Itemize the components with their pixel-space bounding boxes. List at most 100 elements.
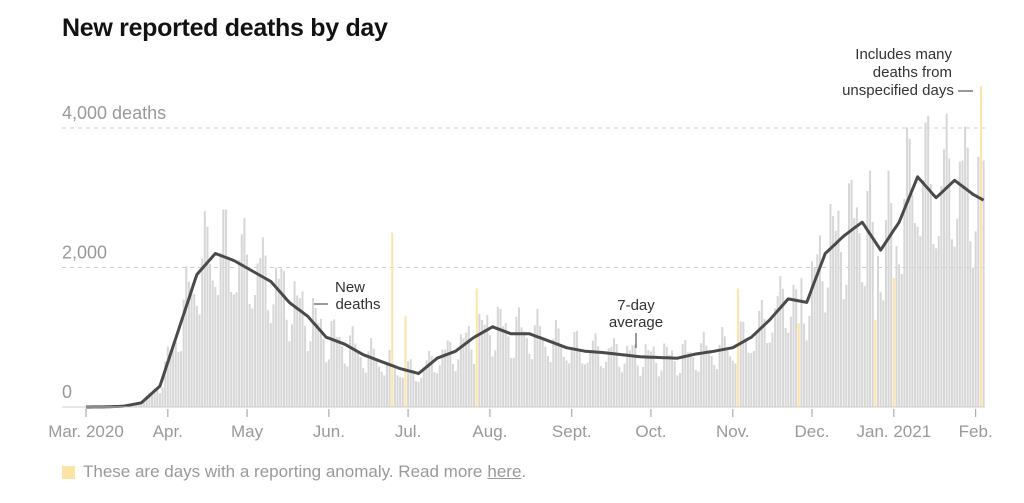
daily-bar bbox=[718, 344, 721, 407]
daily-bar bbox=[673, 361, 676, 407]
read-more-link[interactable]: here bbox=[487, 462, 522, 481]
daily-bar bbox=[393, 367, 396, 407]
daily-bar bbox=[974, 231, 977, 407]
daily-bar bbox=[626, 345, 629, 407]
y-tick-label: 4,000 deaths bbox=[62, 103, 166, 123]
daily-bar bbox=[267, 310, 270, 407]
daily-bar bbox=[190, 292, 193, 407]
daily-bar bbox=[861, 282, 864, 407]
daily-bar bbox=[911, 194, 914, 407]
daily-bar bbox=[774, 308, 777, 407]
daily-bar bbox=[898, 264, 901, 407]
daily-bar bbox=[483, 324, 486, 407]
daily-bar bbox=[541, 340, 544, 407]
daily-bar bbox=[327, 359, 330, 407]
daily-bar bbox=[750, 352, 753, 407]
daily-bar bbox=[478, 314, 481, 407]
daily-bar bbox=[977, 156, 980, 407]
daily-bar bbox=[285, 319, 288, 407]
daily-bar bbox=[853, 217, 856, 407]
daily-bar bbox=[818, 235, 821, 407]
daily-bar bbox=[356, 351, 359, 407]
daily-bar bbox=[771, 332, 774, 407]
daily-bar bbox=[214, 286, 217, 407]
daily-bar bbox=[481, 319, 483, 407]
daily-bar bbox=[647, 350, 650, 407]
daily-bar bbox=[731, 360, 734, 407]
daily-bar bbox=[697, 371, 700, 407]
daily-bar bbox=[462, 338, 465, 407]
daily-bar bbox=[557, 328, 560, 407]
daily-bar bbox=[174, 341, 177, 407]
daily-bar bbox=[805, 340, 808, 407]
daily-bar bbox=[610, 346, 613, 407]
daily-bar bbox=[362, 368, 365, 407]
daily-bar bbox=[504, 323, 507, 407]
daily-bar bbox=[961, 160, 964, 407]
daily-bar bbox=[708, 352, 711, 407]
daily-bar bbox=[523, 331, 526, 407]
daily-bar bbox=[900, 273, 903, 407]
daily-bar bbox=[238, 260, 241, 407]
daily-bar bbox=[913, 222, 916, 407]
daily-bar bbox=[473, 363, 476, 407]
daily-bar bbox=[359, 357, 362, 407]
daily-bar bbox=[425, 360, 428, 407]
daily-bar bbox=[710, 355, 713, 407]
legend-end: . bbox=[521, 462, 527, 481]
daily-bar bbox=[235, 292, 238, 407]
daily-bar bbox=[193, 294, 196, 407]
daily-bar bbox=[420, 377, 423, 407]
y-tick-label: 0 bbox=[62, 382, 72, 402]
x-tick-label: Jan. 2021 bbox=[856, 422, 931, 441]
anomaly-bar bbox=[979, 86, 982, 408]
daily-bar bbox=[507, 336, 510, 407]
daily-bar bbox=[240, 234, 243, 407]
daily-bar bbox=[198, 314, 201, 407]
daily-bar bbox=[811, 261, 813, 407]
daily-bar bbox=[573, 331, 576, 407]
daily-bar bbox=[760, 299, 763, 407]
x-tick-label: Feb. bbox=[959, 422, 993, 441]
daily-bar bbox=[407, 361, 410, 407]
daily-bar bbox=[528, 354, 531, 407]
daily-bar bbox=[964, 126, 967, 407]
daily-bar bbox=[671, 350, 674, 407]
daily-bar bbox=[383, 375, 386, 407]
daily-bar bbox=[816, 254, 819, 407]
daily-bar bbox=[470, 349, 473, 407]
daily-bar bbox=[639, 375, 642, 407]
daily-bar bbox=[444, 349, 447, 407]
daily-bar bbox=[502, 326, 505, 407]
daily-bar bbox=[734, 363, 737, 407]
x-tick-label: Oct. bbox=[635, 422, 666, 441]
daily-bar bbox=[177, 352, 180, 407]
daily-bar bbox=[956, 218, 959, 407]
daily-bar bbox=[570, 347, 573, 407]
daily-bar bbox=[745, 340, 747, 407]
x-tick-label: Mar. 2020 bbox=[48, 422, 124, 441]
daily-bar bbox=[137, 403, 140, 407]
daily-bar bbox=[576, 330, 579, 407]
daily-bar bbox=[908, 138, 911, 407]
daily-bar bbox=[433, 371, 436, 407]
anomaly-bar bbox=[797, 323, 800, 407]
daily-bar bbox=[623, 363, 626, 407]
daily-bar bbox=[264, 255, 267, 407]
daily-bar bbox=[211, 280, 214, 407]
daily-bar bbox=[227, 256, 230, 407]
daily-bar bbox=[663, 343, 666, 407]
daily-bar bbox=[499, 308, 502, 407]
daily-bar bbox=[367, 351, 370, 407]
daily-bar bbox=[631, 345, 634, 407]
daily-bar bbox=[657, 376, 660, 407]
annotation-avg: 7-day bbox=[617, 297, 655, 314]
daily-bar bbox=[972, 267, 975, 407]
daily-bar bbox=[921, 179, 924, 407]
daily-bar bbox=[325, 362, 328, 407]
daily-bar bbox=[536, 308, 539, 407]
daily-bar bbox=[319, 318, 322, 407]
daily-bar bbox=[301, 291, 304, 407]
daily-bar bbox=[948, 158, 951, 407]
daily-bar bbox=[317, 323, 320, 407]
